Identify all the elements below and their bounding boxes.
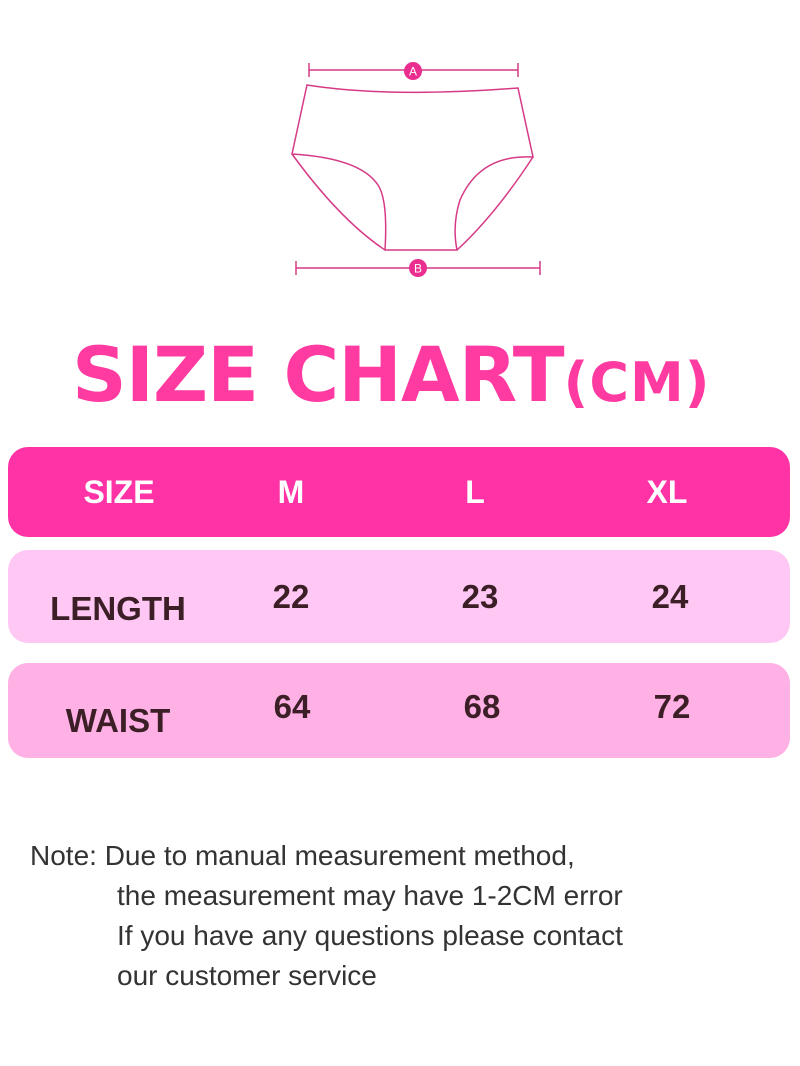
title-main: SIZE CHART <box>72 330 565 419</box>
header-size-m: M <box>277 473 305 510</box>
note-line: our customer service <box>117 960 377 991</box>
length-l: 23 <box>461 577 499 615</box>
waist-label: WAIST <box>65 701 171 739</box>
marker-b: B <box>409 259 427 277</box>
length-label: LENGTH <box>50 589 186 627</box>
note-line: If you have any questions please contact <box>117 920 623 951</box>
svg-text:A: A <box>409 65 417 79</box>
briefs-outline <box>291 84 534 251</box>
marker-a: A <box>404 62 422 80</box>
waist-xl: 72 <box>653 687 691 725</box>
note-line: Due to manual measurement method, <box>104 840 575 871</box>
length-xl: 24 <box>651 577 689 615</box>
page-title: SIZE CHART(CM) <box>72 330 710 419</box>
waist-row: WAIST 64 68 72 <box>8 663 790 758</box>
briefs-leg-right <box>456 156 534 251</box>
header-label: SIZE <box>83 473 155 510</box>
waist-m: 64 <box>273 687 311 725</box>
svg-text:B: B <box>414 262 422 276</box>
note-line: the measurement may have 1-2CM error <box>117 880 623 911</box>
header-size-l: L <box>465 473 485 510</box>
briefs-leg-left <box>291 153 386 251</box>
waist-l: 68 <box>463 687 501 725</box>
header-size-xl: XL <box>646 473 688 510</box>
title-unit: (CM) <box>563 351 711 414</box>
length-row: LENGTH 22 23 24 <box>8 550 790 643</box>
length-m: 22 <box>272 577 310 615</box>
briefs-measurement-diagram: A B <box>291 62 541 277</box>
measurement-note: Note: Due to manual measurement method, … <box>30 836 623 996</box>
note-prefix: Note: <box>30 840 105 871</box>
size-header-row: SIZE M L XL <box>8 447 790 537</box>
